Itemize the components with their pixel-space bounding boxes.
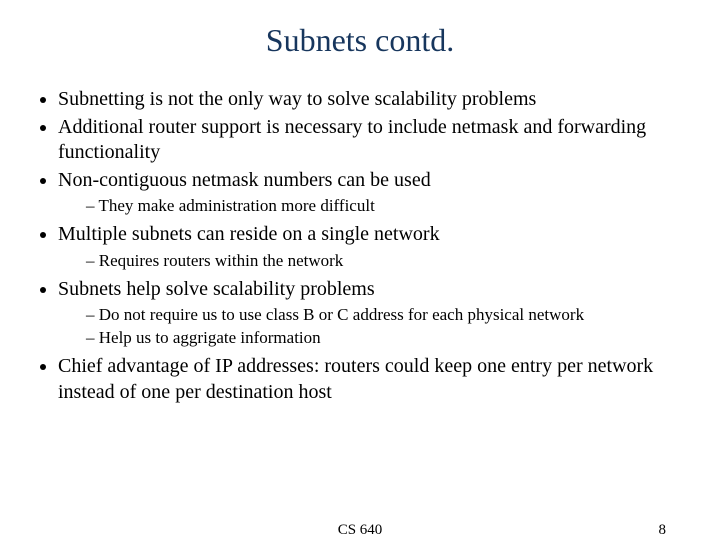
sub-bullet-text: They make administration more difficult — [98, 196, 374, 215]
sub-bullet-item: Help us to aggrigate information — [86, 327, 692, 350]
bullet-item: Subnetting is not the only way to solve … — [58, 87, 692, 113]
slide-title: Subnets contd. — [28, 22, 692, 59]
bullet-text: Multiple subnets can reside on a single … — [58, 223, 440, 245]
bullet-item: Non-contiguous netmask numbers can be us… — [58, 168, 692, 219]
bullet-item: Additional router support is necessary t… — [58, 115, 692, 166]
sub-bullet-text: Help us to aggrigate information — [99, 328, 321, 347]
sub-bullet-list: Requires routers within the network — [86, 250, 692, 273]
sub-bullet-text: Requires routers within the network — [99, 251, 344, 270]
bullet-text: Additional router support is necessary t… — [58, 116, 646, 164]
bullet-list: Subnetting is not the only way to solve … — [58, 87, 692, 406]
sub-bullet-text: Do not require us to use class B or C ad… — [99, 305, 584, 324]
slide: Subnets contd. Subnetting is not the onl… — [0, 0, 720, 540]
bullet-item: Chief advantage of IP addresses: routers… — [58, 354, 692, 405]
bullet-item: Multiple subnets can reside on a single … — [58, 222, 692, 273]
bullet-item: Subnets help solve scalability problems … — [58, 277, 692, 350]
footer-course: CS 640 — [338, 522, 383, 539]
sub-bullet-item: Requires routers within the network — [86, 250, 692, 273]
footer-page-number: 8 — [659, 522, 667, 539]
sub-bullet-item: They make administration more difficult — [86, 195, 692, 218]
sub-bullet-list: Do not require us to use class B or C ad… — [86, 304, 692, 350]
bullet-text: Subnetting is not the only way to solve … — [58, 88, 536, 110]
sub-bullet-item: Do not require us to use class B or C ad… — [86, 304, 692, 327]
sub-bullet-list: They make administration more difficult — [86, 195, 692, 218]
bullet-text: Non-contiguous netmask numbers can be us… — [58, 169, 431, 191]
bullet-text: Subnets help solve scalability problems — [58, 278, 375, 300]
bullet-text: Chief advantage of IP addresses: routers… — [58, 355, 653, 403]
